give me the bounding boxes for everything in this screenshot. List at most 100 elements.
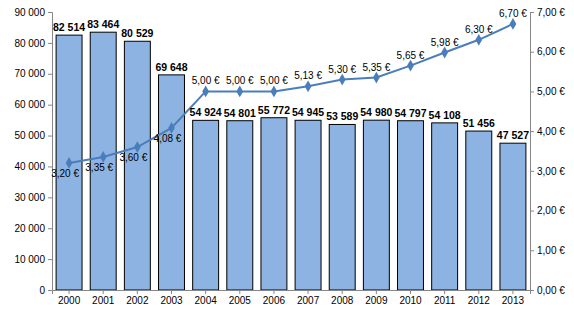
data-label: 54 924 xyxy=(190,106,222,118)
tick-label: 2006 xyxy=(263,295,286,306)
marker xyxy=(373,72,380,84)
tick-label: 40 000 xyxy=(14,161,45,172)
axis-line xyxy=(53,291,531,295)
bar xyxy=(295,120,321,290)
tick-mark xyxy=(48,197,52,198)
tick: 2009 xyxy=(365,290,388,306)
bar xyxy=(56,35,82,290)
tick: 2001 xyxy=(92,290,115,306)
tick-label: 2011 xyxy=(434,295,456,306)
tick-label: 2008 xyxy=(331,295,354,306)
marker xyxy=(271,86,278,98)
tick: 0,00 € xyxy=(530,285,565,296)
bar xyxy=(466,131,492,290)
tick-label: 2010 xyxy=(399,295,422,306)
bar xyxy=(124,41,150,290)
tick: 2010 xyxy=(399,290,422,306)
marker xyxy=(202,86,209,98)
tick-mark xyxy=(48,105,52,106)
tick-mark xyxy=(530,171,534,172)
tick: 2000 xyxy=(58,290,81,306)
tick: 7,00 € xyxy=(530,7,565,18)
tick: 2002 xyxy=(126,290,149,306)
tick-mark xyxy=(444,290,445,294)
tick-label: 2003 xyxy=(160,295,183,306)
tick: 2007 xyxy=(297,290,320,306)
bar xyxy=(363,120,389,290)
tick-mark xyxy=(239,290,240,294)
data-label: 54 945 xyxy=(292,106,324,118)
y-axis: 010 00020 00030 00040 00050 00060 00070 … xyxy=(14,7,52,296)
tick: 2005 xyxy=(229,290,252,306)
tick-mark xyxy=(376,290,377,294)
tick: 40 000 xyxy=(14,161,52,172)
tick-label: 2002 xyxy=(126,295,149,306)
tick-mark xyxy=(530,52,534,53)
data-label: 54 801 xyxy=(224,107,256,119)
tick-label: 2009 xyxy=(365,295,388,306)
tick-label: 5,00 € xyxy=(537,86,565,97)
tick-label: 20 000 xyxy=(14,223,45,234)
x-axis: 2000 2001 2002 2003 2004 2005 2006 2007 2008 2009… xyxy=(53,290,531,306)
tick-mark xyxy=(48,74,52,75)
data-label: 54 797 xyxy=(394,107,426,119)
tick-label: 1,00 € xyxy=(537,245,565,256)
tick-label: 7,00 € xyxy=(537,7,565,18)
tick: 30 000 xyxy=(14,192,52,203)
data-label: 5,13 € xyxy=(294,70,322,81)
tick: 2013 xyxy=(502,290,525,306)
y2-axis: 0,00 €1,00 €2,00 €3,00 €4,00 €5,00 €6,00… xyxy=(530,7,565,296)
plot-area: 010 00020 00030 00040 00050 00060 00070 … xyxy=(14,7,565,306)
tick: 1,00 € xyxy=(530,245,565,256)
data-label: 3,35 € xyxy=(85,162,113,173)
chart: 010 00020 00030 00040 00050 00060 00070 … xyxy=(0,0,574,315)
bar xyxy=(432,123,458,290)
tick-label: 0 xyxy=(39,285,45,296)
tick: 2012 xyxy=(468,290,491,306)
tick-mark xyxy=(48,259,52,260)
tick-label: 90 000 xyxy=(14,7,45,18)
tick-label: 2000 xyxy=(58,295,81,306)
tick-label: 2005 xyxy=(229,295,252,306)
tick-mark xyxy=(342,290,343,294)
tick-mark xyxy=(171,290,172,294)
marker xyxy=(510,18,517,30)
tick-label: 3,00 € xyxy=(537,166,565,177)
data-label: 5,00 € xyxy=(260,75,288,86)
tick-label: 2001 xyxy=(92,295,115,306)
bar xyxy=(329,124,355,290)
marker xyxy=(236,86,243,98)
data-label: 5,00 € xyxy=(226,75,254,86)
tick: 2011 xyxy=(434,290,456,306)
tick: 2006 xyxy=(263,290,286,306)
tick-mark xyxy=(137,290,138,294)
data-label: 80 529 xyxy=(121,27,153,39)
data-label: 53 589 xyxy=(326,110,358,122)
tick-mark xyxy=(530,12,534,13)
tick-mark xyxy=(530,211,534,212)
tick-mark xyxy=(512,290,513,294)
tick-label: 60 000 xyxy=(14,99,45,110)
tick: 80 000 xyxy=(14,38,52,49)
tick: 5,00 € xyxy=(530,86,565,97)
tick: 4,00 € xyxy=(530,126,565,137)
data-label: 3,60 € xyxy=(119,152,147,163)
tick-mark xyxy=(48,290,52,291)
data-label: 47 527 xyxy=(497,129,529,141)
data-label: 54 108 xyxy=(429,109,461,121)
tick-label: 80 000 xyxy=(14,38,45,49)
bar xyxy=(227,121,253,290)
tick-mark xyxy=(48,12,52,13)
data-label: 5,98 € xyxy=(431,37,459,48)
data-label: 6,70 € xyxy=(499,8,527,19)
tick: 6,00 € xyxy=(530,46,565,57)
data-label: 69 648 xyxy=(155,61,187,73)
tick-mark xyxy=(48,43,52,44)
tick: 50 000 xyxy=(14,130,52,141)
tick: 20 000 xyxy=(14,223,52,234)
data-label: 5,00 € xyxy=(192,75,220,86)
tick-label: 2004 xyxy=(195,295,218,306)
data-label: 5,30 € xyxy=(328,64,356,75)
tick: 90 000 xyxy=(14,7,52,18)
tick: 2004 xyxy=(195,290,218,306)
